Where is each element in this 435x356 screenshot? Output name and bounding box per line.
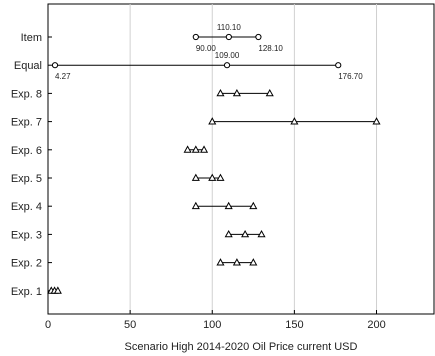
range-row <box>47 286 62 294</box>
row-label: Exp. 6 <box>11 145 42 157</box>
range-row <box>208 117 381 125</box>
value-label-low: 4.27 <box>55 72 71 81</box>
value-label-mid: 110.10 <box>217 23 241 32</box>
x-tick-label: 50 <box>124 319 136 331</box>
triangle-marker <box>224 229 233 238</box>
circle-marker <box>223 62 231 69</box>
triangle-marker <box>265 88 274 97</box>
range-row <box>224 229 266 238</box>
triangle-marker <box>191 173 200 181</box>
circle-marker <box>192 33 199 41</box>
triangle-marker <box>232 258 241 266</box>
row-label: Exp. 4 <box>11 201 42 213</box>
triangle-marker <box>372 117 381 125</box>
range-row <box>216 258 258 266</box>
triangle-marker <box>249 258 258 266</box>
row-label: Exp. 3 <box>11 229 42 241</box>
vertical-gridlines <box>129 4 378 314</box>
circle-marker <box>335 62 342 69</box>
triangle-marker <box>191 201 200 210</box>
x-tick-label: 100 <box>203 319 221 331</box>
x-axis-ticks: 0 50 100 150 200 <box>45 310 386 331</box>
y-axis-labels: Item Equal Exp. 8 Exp. 7 Exp. 6 Exp. 5 Exp. 4 E… <box>11 32 52 298</box>
range-row <box>191 201 258 210</box>
triangle-marker <box>216 88 225 97</box>
x-tick-label: 150 <box>285 319 303 331</box>
circle-marker <box>255 33 262 41</box>
range-row <box>216 88 274 97</box>
value-label-mid: 109.00 <box>215 51 240 60</box>
x-tick-label: 0 <box>45 319 51 331</box>
row-label: Exp. 8 <box>11 88 42 100</box>
range-rows: 110.10 90.00 128.10 109.00 4.27 176.70 <box>47 23 381 294</box>
x-axis-label: Scenario High 2014-2020 Oil Price curren… <box>125 341 358 353</box>
triangle-marker <box>290 117 299 125</box>
triangle-marker <box>191 145 200 153</box>
triangle-marker <box>208 117 217 125</box>
value-label-high: 176.70 <box>338 72 363 81</box>
row-label: Exp. 2 <box>11 258 42 270</box>
triangle-marker <box>257 229 266 238</box>
range-row <box>183 145 209 153</box>
row-label: Equal <box>14 60 42 72</box>
x-tick-label: 200 <box>367 319 385 331</box>
triangle-marker <box>249 201 258 210</box>
triangle-marker <box>183 145 192 153</box>
row-label: Exp. 7 <box>11 117 42 129</box>
range-row <box>191 173 225 181</box>
row-label: Item <box>21 32 42 44</box>
triangle-marker <box>53 286 62 294</box>
triangle-marker <box>208 173 217 181</box>
circle-marker <box>51 62 59 69</box>
value-label-high: 128.10 <box>258 44 283 53</box>
triangle-marker <box>232 88 241 97</box>
value-label-low: 90.00 <box>196 44 217 53</box>
triangle-marker <box>216 258 225 266</box>
triangle-marker <box>199 145 209 153</box>
triangle-marker <box>216 173 225 181</box>
plot-frame <box>47 3 435 315</box>
row-label: Exp. 5 <box>11 173 42 185</box>
row-label: Exp. 1 <box>11 286 42 298</box>
triangle-marker <box>241 229 250 238</box>
range-row: 110.10 90.00 128.10 <box>192 23 283 53</box>
triangle-marker <box>224 201 233 210</box>
range-row: 109.00 4.27 176.70 <box>51 51 363 81</box>
circle-marker <box>225 33 232 41</box>
